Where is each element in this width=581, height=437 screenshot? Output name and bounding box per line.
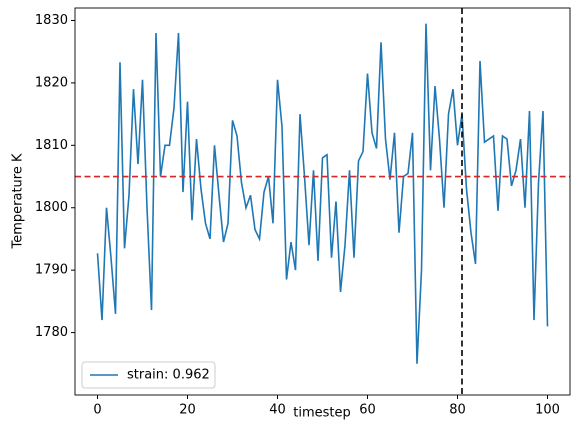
x-tick-label: 60 (359, 403, 376, 418)
y-axis-label: Temperature K (11, 153, 26, 249)
legend-box (81, 361, 216, 389)
data-line (96, 23, 549, 364)
y-tick-label: 1800 (35, 200, 68, 215)
y-tick-label: 1780 (35, 325, 68, 340)
x-tick-label: 80 (449, 403, 466, 418)
x-axis-label: timestep (293, 406, 351, 421)
legend-label: strain: 0.962 (127, 368, 210, 383)
y-tick-label: 1820 (35, 75, 68, 90)
x-tick-label: 0 (93, 403, 101, 418)
y-tick-label: 1810 (35, 138, 68, 153)
plot-frame (74, 7, 571, 396)
y-tick-label: 1790 (35, 263, 68, 278)
x-tick-label: 40 (269, 403, 286, 418)
x-tick-label: 20 (179, 403, 196, 418)
y-tick-label: 1830 (35, 13, 68, 28)
x-tick-label: 100 (535, 403, 560, 418)
